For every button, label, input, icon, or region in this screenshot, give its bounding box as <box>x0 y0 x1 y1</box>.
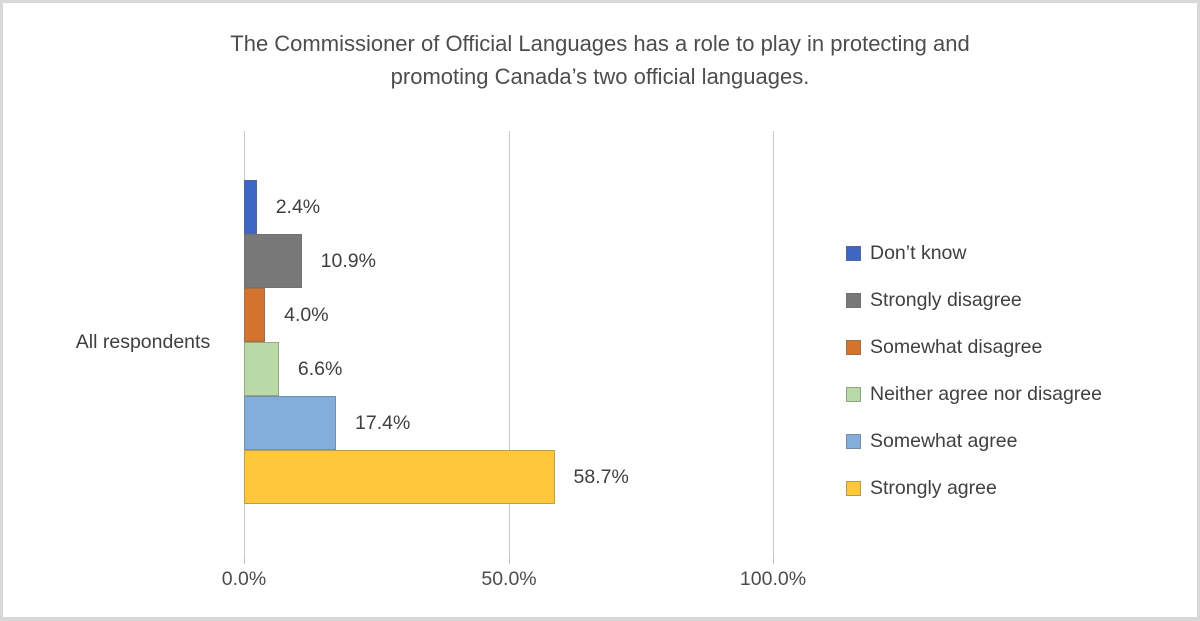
bar-row-dont-know: 2.4% <box>244 180 320 234</box>
data-label-dont-know: 2.4% <box>275 195 321 218</box>
legend-item-somewhat-disagree: Somewhat disagree <box>846 336 1102 358</box>
x-axis: 0.0% 50.0% 100.0% <box>3 3 1197 617</box>
bar-row-neither: 6.6% <box>244 342 342 396</box>
data-label-somewhat-agree: 17.4% <box>355 411 411 434</box>
bar-row-strongly-agree: 58.7% <box>244 450 629 504</box>
category-axis-label: All respondents <box>75 331 211 353</box>
legend-item-dont-know: Don’t know <box>846 242 1102 264</box>
x-tick-label-0: 0.0% <box>221 568 267 590</box>
legend-item-strongly-disagree: Strongly disagree <box>846 289 1102 311</box>
bar-row-somewhat-agree: 17.4% <box>244 396 410 450</box>
axis-tick-0 <box>244 556 245 564</box>
legend-item-somewhat-agree: Somewhat agree <box>846 430 1102 452</box>
data-label-neither: 6.6% <box>297 357 343 380</box>
x-tick-label-50: 50.0% <box>481 568 537 590</box>
legend-swatch-strongly-agree <box>846 480 861 496</box>
bar-somewhat-agree <box>244 396 337 450</box>
legend: Don’t know Strongly disagree Somewhat di… <box>846 242 1102 524</box>
legend-swatch-somewhat-disagree <box>846 339 861 355</box>
data-label-strongly-agree: 58.7% <box>573 465 629 488</box>
legend-swatch-somewhat-agree <box>846 433 861 449</box>
chart-title-line1: The Commissioner of Official Languages h… <box>230 31 970 56</box>
legend-label-neither: Neither agree nor disagree <box>870 382 1102 405</box>
legend-label-somewhat-disagree: Somewhat disagree <box>870 335 1043 358</box>
bar-neither-agree-nor-disagree <box>244 342 279 396</box>
plot-area: 2.4% 10.9% 4.0% 6.6% 17.4% 58.7% <box>244 131 844 564</box>
data-label-somewhat-disagree: 4.0% <box>284 303 329 326</box>
bar-somewhat-disagree <box>244 288 266 342</box>
gridline-50-percent <box>509 131 510 556</box>
legend-label-strongly-disagree: Strongly disagree <box>870 288 1022 311</box>
bar-row-strongly-disagree: 10.9% <box>244 234 376 288</box>
bar-strongly-agree <box>244 450 555 504</box>
bar-row-somewhat-disagree: 4.0% <box>244 288 329 342</box>
chart-title: The Commissioner of Official Languages h… <box>3 27 1197 93</box>
legend-swatch-dont-know <box>846 245 861 261</box>
bar-strongly-disagree <box>244 234 302 288</box>
data-label-strongly-disagree: 10.9% <box>320 249 376 272</box>
legend-label-dont-know: Don’t know <box>870 241 967 264</box>
legend-item-neither: Neither agree nor disagree <box>846 383 1102 405</box>
legend-item-strongly-agree: Strongly agree <box>846 477 1102 499</box>
legend-swatch-strongly-disagree <box>846 292 861 308</box>
legend-label-strongly-agree: Strongly agree <box>870 476 997 499</box>
legend-label-somewhat-agree: Somewhat agree <box>870 429 1018 452</box>
axis-tick-50 <box>509 556 510 564</box>
bar-dont-know <box>244 180 257 234</box>
chart-title-line2: promoting Canada’s two official language… <box>390 64 810 89</box>
axis-tick-100 <box>773 556 774 564</box>
legend-swatch-neither <box>846 386 861 402</box>
gridline-100-percent <box>773 131 774 556</box>
x-tick-label-100: 100.0% <box>739 568 807 590</box>
